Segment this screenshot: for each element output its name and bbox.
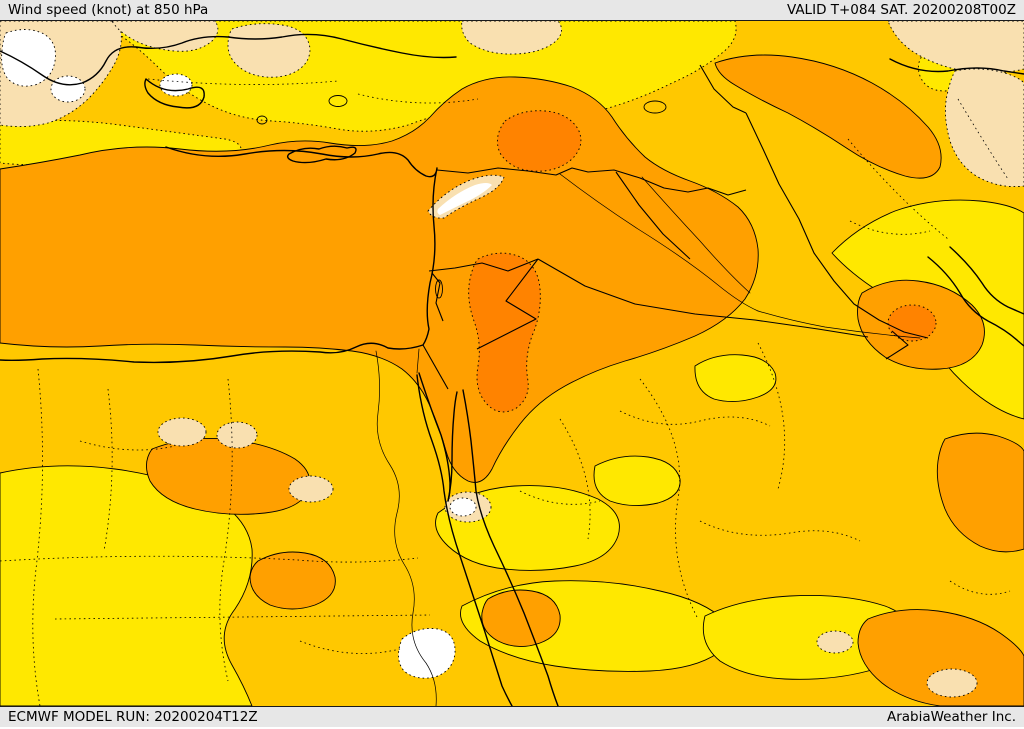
- admin-line: [957, 98, 1009, 180]
- euphrates-river: [559, 173, 759, 312]
- egypt-israel-border: [422, 344, 449, 390]
- admin-line: [147, 78, 339, 85]
- nile-river: [375, 350, 437, 706]
- contour-dark-orange: [496, 110, 582, 172]
- contour-cream: [111, 21, 219, 52]
- admin-line: [639, 378, 699, 620]
- contour-cream: [887, 21, 1024, 74]
- admin-line: [757, 342, 786, 490]
- contour-dark-orange: [887, 304, 937, 342]
- contour-orange: [714, 54, 942, 179]
- jordan-saudi-border: [476, 258, 539, 350]
- lake-beysehir: [256, 115, 268, 125]
- shatt-al-arab: [757, 310, 921, 339]
- contour-dotted: [699, 520, 861, 542]
- contour-cream: [926, 668, 978, 698]
- kuwait-border: [885, 330, 909, 360]
- turkey-syria-border: [436, 167, 747, 196]
- contour-dotted: [299, 640, 401, 654]
- wind-map-container: [0, 21, 1024, 706]
- contour-yellow: [593, 455, 681, 506]
- footer-bar: ECMWF MODEL RUN: 20200204T12Z ArabiaWeat…: [0, 706, 1024, 727]
- contour-yellow: [0, 465, 253, 706]
- contour-orange: [857, 609, 1024, 706]
- iraq-iran-border: [745, 112, 929, 339]
- contour-dark-orange: [468, 252, 541, 413]
- contour-white: [159, 73, 193, 97]
- syria-iraq-border: [615, 171, 691, 260]
- sinai-east-coastline: [447, 391, 458, 502]
- persian-gulf-coastline: [927, 256, 1024, 347]
- dead-sea: [435, 279, 443, 299]
- contour-dotted: [949, 580, 1011, 595]
- admin-line: [559, 418, 591, 540]
- contour-cream: [461, 21, 562, 55]
- contour-white: [437, 183, 492, 215]
- contour-cream: [288, 475, 334, 503]
- egypt-sudan-border: [54, 614, 431, 620]
- black-sea-coastline: [0, 33, 457, 86]
- tigris-river: [641, 176, 751, 294]
- branding-label: ArabiaWeather Inc.: [886, 709, 1016, 725]
- coastlines: [0, 33, 1024, 706]
- contour-orange: [249, 551, 336, 610]
- contour-cream: [816, 630, 854, 654]
- iraq-saudi-border: [537, 258, 869, 338]
- country-borders: [422, 64, 929, 390]
- dotted-lines: [0, 78, 1011, 706]
- lake-tuz: [328, 95, 348, 107]
- mediterranean-levant-egypt-coastline: [0, 146, 438, 364]
- contour-layer-dark-orange: [468, 110, 937, 413]
- red-sea-east-coastline: [462, 389, 559, 706]
- turkey-iran-border: [699, 64, 747, 114]
- contour-cream: [157, 417, 207, 447]
- contour-dotted: [619, 410, 771, 427]
- contour-cream: [227, 23, 311, 78]
- contour-orange: [936, 432, 1024, 553]
- header-bar: Wind speed (knot) at 850 hPa VALID T+084…: [0, 0, 1024, 21]
- jordan-valley-border: [431, 272, 444, 322]
- admin-line: [32, 368, 43, 706]
- contour-layer-light-spots: [157, 174, 978, 698]
- marmara-coastline: [144, 78, 205, 109]
- suez-canal: [416, 348, 420, 374]
- contour-white: [449, 497, 477, 517]
- cyprus-coastline: [286, 145, 357, 164]
- syria-jordan-border: [428, 258, 539, 272]
- contour-orange-main: [0, 76, 759, 483]
- contour-yellow: [694, 354, 777, 402]
- contour-white: [398, 628, 456, 679]
- lake-van: [643, 100, 667, 114]
- valid-time: VALID T+084 SAT. 20200208T00Z: [786, 2, 1016, 18]
- persian-gulf-coastline: [949, 246, 1024, 315]
- model-run-label: ECMWF MODEL RUN: 20200204T12Z: [8, 709, 258, 725]
- rivers: [375, 173, 921, 706]
- wind-map: [0, 21, 1024, 706]
- contour-white: [50, 75, 86, 103]
- contour-orange: [481, 589, 561, 647]
- red-sea-west-coastline: [416, 374, 513, 706]
- admin-line: [103, 388, 113, 552]
- caspian-coastline: [889, 58, 1024, 75]
- contour-dotted: [79, 440, 176, 451]
- contour-cream: [216, 421, 258, 449]
- contour-white: [1, 29, 56, 87]
- contour-cream: [945, 68, 1024, 188]
- map-title: Wind speed (knot) at 850 hPa: [8, 2, 209, 18]
